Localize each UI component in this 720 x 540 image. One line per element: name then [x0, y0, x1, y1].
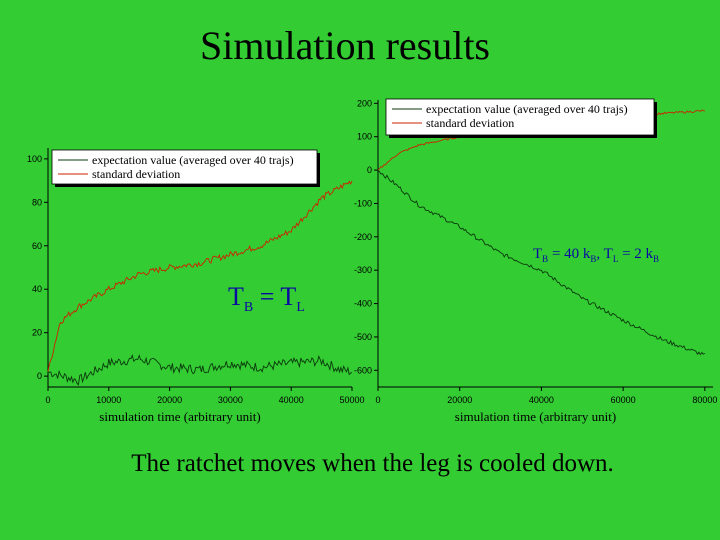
y-tick-label: 40 — [32, 284, 42, 294]
legend-box — [51, 149, 318, 185]
expectation-series-line — [47, 354, 353, 386]
legend-label: standard deviation — [92, 167, 180, 181]
slide-title: Simulation results — [200, 23, 490, 68]
legend-label: standard deviation — [426, 116, 514, 130]
annotation-subscript: L — [296, 300, 305, 315]
x-tick-label: 60000 — [611, 395, 636, 405]
annotation-text: , T — [596, 246, 612, 262]
x-tick-label: 50000 — [339, 395, 364, 405]
x-tick-label: 40000 — [279, 395, 304, 405]
annotation-text: T — [533, 246, 542, 262]
slide-caption: The ratchet moves when the leg is cooled… — [131, 450, 614, 477]
y-tick-label: 100 — [27, 154, 42, 164]
annotation-left: TB = TL — [228, 282, 305, 315]
x-tick-label: 20000 — [157, 395, 182, 405]
y-tick-label: 80 — [32, 197, 42, 207]
y-tick-label: -600 — [354, 365, 372, 375]
y-tick-label: -100 — [354, 198, 372, 208]
x-tick-label: 0 — [375, 395, 380, 405]
y-tick-label: 200 — [357, 98, 372, 108]
annotation-text: = T — [253, 282, 296, 311]
y-tick-label: 20 — [32, 328, 42, 338]
annotation-subscript: L — [613, 254, 619, 264]
y-tick-label: 0 — [37, 371, 42, 381]
x-axis-title: simulation time (arbitrary unit) — [99, 409, 260, 424]
x-tick-label: 0 — [45, 395, 50, 405]
legend-box — [385, 98, 655, 136]
x-tick-label: 20000 — [447, 395, 472, 405]
y-tick-label: -300 — [354, 265, 372, 275]
expectation-series-line — [377, 169, 706, 356]
y-tick-label: 0 — [367, 165, 372, 175]
annotation-subscript: B — [244, 300, 253, 315]
annotation-subscript: B — [542, 254, 548, 264]
annotation-right: TB = 40 kB, TL = 2 kB — [533, 246, 659, 264]
y-tick-label: -200 — [354, 232, 372, 242]
x-tick-label: 80000 — [692, 395, 717, 405]
chart-panel-2: 0 20000 40000 60000 80000 200 100 0 -100 -200 -300… — [354, 98, 717, 424]
y-tick-label: 60 — [32, 241, 42, 251]
annotation-text: = 2 k — [618, 246, 653, 262]
x-tick-label: 30000 — [218, 395, 243, 405]
chart-panel-1: 0 10000 20000 30000 40000 50000 0 20 40 60 80 100 si… — [27, 148, 365, 424]
x-tick-label: 10000 — [96, 395, 121, 405]
stddev-series-line — [47, 180, 353, 372]
x-tick-label: 40000 — [529, 395, 554, 405]
y-tick-label: 100 — [357, 132, 372, 142]
annotation-text: = 40 k — [548, 246, 591, 262]
x-axis-title: simulation time (arbitrary unit) — [455, 409, 616, 424]
y-tick-label: -500 — [354, 332, 372, 342]
annotation-subscript: B — [653, 254, 659, 264]
legend-label: expectation value (averaged over 40 traj… — [426, 102, 628, 116]
y-tick-label: -400 — [354, 299, 372, 309]
legend-label: expectation value (averaged over 40 traj… — [92, 153, 294, 167]
annotation-subscript: B — [590, 254, 596, 264]
annotation-text: T — [228, 282, 244, 311]
